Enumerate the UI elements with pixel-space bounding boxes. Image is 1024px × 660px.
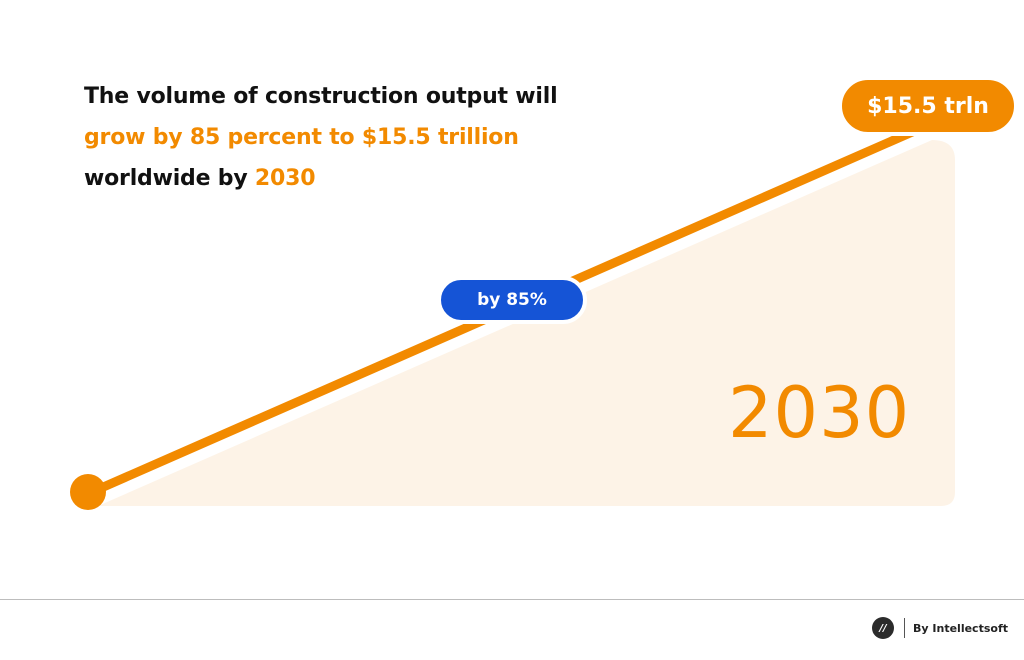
value-badge: $15.5 trln <box>838 76 1018 136</box>
headline-line-1: The volume of construction output will <box>84 84 558 109</box>
start-point-dot <box>70 474 106 510</box>
brand-logo-mark: // <box>879 622 887 634</box>
growth-badge: by 85% <box>437 276 587 324</box>
headline-line-2: grow by 85 percent to $15.5 trillion <box>84 125 519 150</box>
headline-line-3-text: worldwide by <box>84 166 255 191</box>
headline: The volume of construction output will g… <box>84 76 644 199</box>
brand-text: By Intellectsoft <box>913 621 1008 635</box>
footer-brand: // By Intellectsoft <box>872 616 1008 640</box>
footer-divider <box>0 599 1024 600</box>
target-year-label: 2030 <box>728 372 911 454</box>
intellectsoft-logo-icon: // <box>872 617 895 639</box>
headline-line-3: worldwide by 2030 <box>84 158 644 199</box>
headline-year: 2030 <box>254 166 316 191</box>
brand-divider <box>904 618 906 638</box>
